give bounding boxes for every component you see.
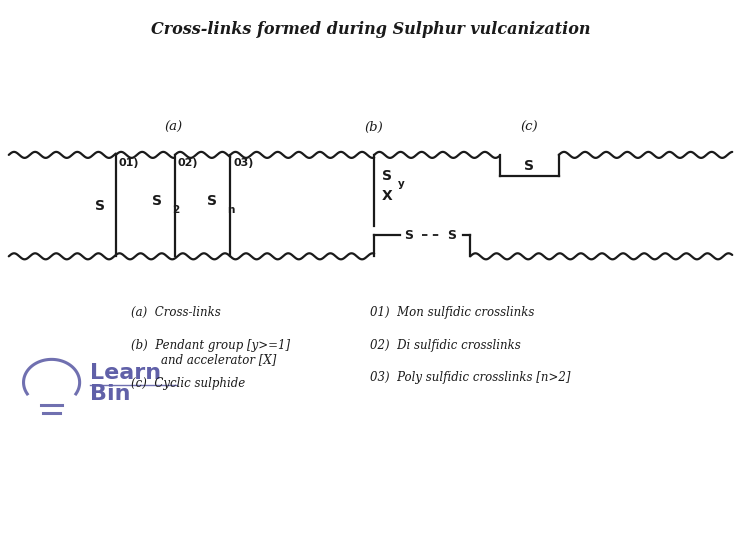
Text: S: S [95, 198, 104, 213]
Text: Bin: Bin [90, 385, 130, 404]
Text: 03): 03) [233, 158, 253, 168]
Text: (c): (c) [520, 121, 538, 134]
Text: (c)  Cyclic sulphide: (c) Cyclic sulphide [130, 377, 245, 390]
Text: (a)  Cross-links: (a) Cross-links [130, 306, 220, 318]
Text: X: X [382, 189, 392, 203]
Text: S: S [152, 194, 162, 208]
Text: 03)  Poly sulfidic crosslinks [n>2]: 03) Poly sulfidic crosslinks [n>2] [370, 371, 571, 385]
Text: Learn: Learn [90, 363, 161, 382]
Text: n: n [227, 205, 235, 215]
Text: 01)  Mon sulfidic crosslinks: 01) Mon sulfidic crosslinks [370, 306, 535, 318]
Text: S: S [404, 229, 413, 242]
Text: y: y [398, 179, 405, 189]
Text: Cross-links formed during Sulphur vulcanization: Cross-links formed during Sulphur vulcan… [150, 20, 591, 37]
Text: S: S [207, 194, 217, 208]
Text: S: S [524, 159, 534, 174]
Text: 2: 2 [172, 205, 179, 215]
Text: 01): 01) [119, 158, 139, 168]
Text: (b): (b) [365, 121, 384, 134]
Text: (a): (a) [164, 121, 182, 134]
Text: (b)  Pendant group [y>=1]
        and accelerator [X]: (b) Pendant group [y>=1] and accelerator… [130, 338, 290, 366]
Text: S: S [382, 169, 391, 183]
Text: S: S [448, 229, 456, 242]
Text: 02): 02) [178, 158, 199, 168]
Text: 02)  Di sulfidic crosslinks: 02) Di sulfidic crosslinks [370, 338, 521, 352]
